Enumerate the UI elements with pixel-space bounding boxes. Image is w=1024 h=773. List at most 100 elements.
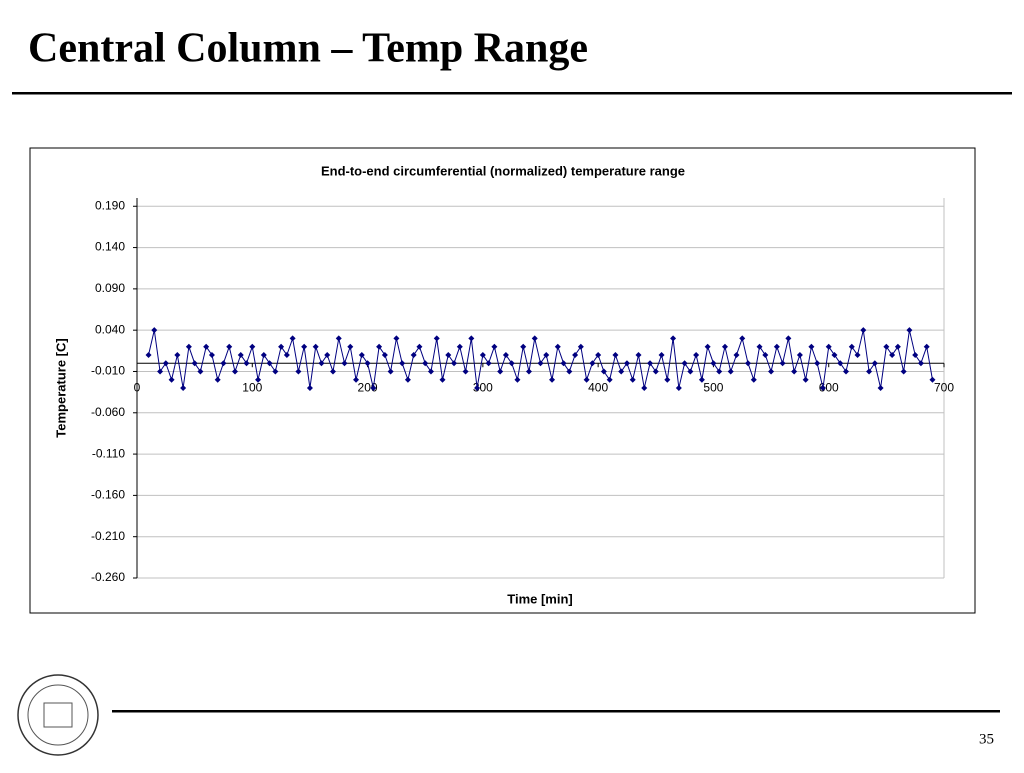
data-point [260, 351, 267, 358]
data-point [318, 360, 325, 367]
data-point [462, 368, 469, 375]
data-point [208, 351, 215, 358]
data-point [220, 360, 227, 367]
x-tick-label: 100 [242, 380, 262, 394]
data-point [837, 360, 844, 367]
data-point [427, 368, 434, 375]
y-tick-label: 0.090 [95, 281, 125, 295]
data-point [456, 343, 463, 350]
data-point [894, 343, 901, 350]
data-point [502, 351, 509, 358]
data-point [819, 385, 826, 391]
data-point [791, 368, 798, 375]
data-point [589, 360, 596, 367]
data-point [773, 343, 780, 350]
data-point [520, 343, 527, 350]
data-point [531, 335, 538, 342]
data-point [612, 351, 619, 358]
data-point [439, 376, 446, 383]
data-point [710, 360, 717, 367]
data-point [762, 351, 769, 358]
data-point [381, 351, 388, 358]
data-point [929, 376, 936, 383]
seal-logo [17, 674, 99, 756]
data-point [231, 368, 238, 375]
x-tick-label: 0 [134, 380, 141, 394]
data-point [451, 360, 458, 367]
data-point [525, 368, 532, 375]
data-point [745, 360, 752, 367]
data-point [785, 335, 792, 342]
data-point [549, 376, 556, 383]
x-tick-label: 700 [934, 380, 954, 394]
data-point [658, 351, 665, 358]
data-point [537, 360, 544, 367]
data-point [704, 343, 711, 350]
data-point [329, 368, 336, 375]
data-point [860, 327, 867, 334]
data-point [641, 385, 648, 391]
data-point [376, 343, 383, 350]
y-tick-label: -0.060 [91, 405, 125, 419]
data-point [629, 376, 636, 383]
data-point [479, 351, 486, 358]
data-point [335, 335, 342, 342]
data-point [652, 368, 659, 375]
data-point [727, 368, 734, 375]
chart-title: End-to-end circumferential (normalized) … [321, 163, 685, 178]
data-point [675, 385, 682, 391]
data-point [243, 360, 250, 367]
y-tick-label: 0.140 [95, 240, 125, 254]
data-point [687, 368, 694, 375]
data-point [900, 368, 907, 375]
chart-frame [29, 147, 976, 614]
data-point [635, 351, 642, 358]
data-point [422, 360, 429, 367]
data-point [393, 335, 400, 342]
data-point [278, 343, 285, 350]
data-point [162, 360, 169, 367]
data-point [825, 343, 832, 350]
data-point [623, 360, 630, 367]
data-point [145, 351, 152, 358]
data-point [272, 368, 279, 375]
data-point [796, 351, 803, 358]
data-point [497, 368, 504, 375]
data-point [912, 351, 919, 358]
x-axis-label: Time [min] [507, 591, 573, 606]
footer-rule [112, 710, 1000, 713]
data-point [779, 360, 786, 367]
data-point [508, 360, 515, 367]
data-point [802, 376, 809, 383]
data-point [831, 351, 838, 358]
data-point [514, 376, 521, 383]
data-point [358, 351, 365, 358]
data-point [353, 376, 360, 383]
data-point [341, 360, 348, 367]
data-point [226, 343, 233, 350]
data-point [583, 376, 590, 383]
data-point [889, 351, 896, 358]
data-point [768, 368, 775, 375]
data-point [577, 343, 584, 350]
data-point [664, 376, 671, 383]
data-point [606, 376, 613, 383]
data-point [883, 343, 890, 350]
y-tick-label: -0.160 [91, 488, 125, 502]
data-point [416, 343, 423, 350]
data-point [185, 343, 192, 350]
data-point [618, 368, 625, 375]
data-point [566, 368, 573, 375]
y-tick-label: 0.190 [95, 198, 125, 212]
data-point [433, 335, 440, 342]
data-point [854, 351, 861, 358]
y-tick-label: 0.040 [95, 322, 125, 336]
data-point [306, 385, 313, 391]
data-point [670, 335, 677, 342]
data-point [647, 360, 654, 367]
data-point [572, 351, 579, 358]
y-axis-label: Temperature [C] [53, 338, 68, 437]
data-point [203, 343, 210, 350]
data-point [157, 368, 164, 375]
data-point [693, 351, 700, 358]
